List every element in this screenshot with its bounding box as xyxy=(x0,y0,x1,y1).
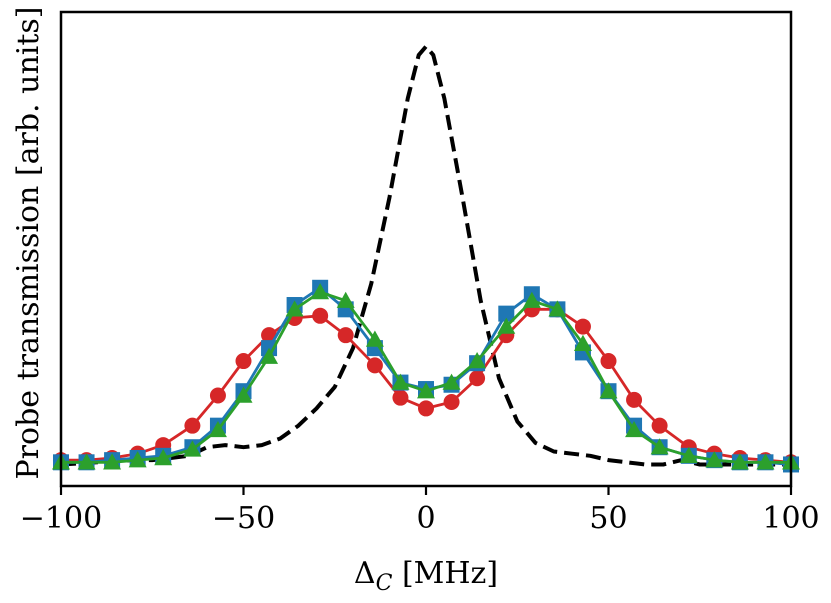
data-point xyxy=(417,382,435,399)
data-point xyxy=(366,357,383,374)
data-point xyxy=(312,307,329,324)
data-point xyxy=(626,391,643,408)
x-tick-label: −50 xyxy=(212,501,275,536)
data-point xyxy=(128,451,147,468)
data-point xyxy=(154,448,173,466)
data-point xyxy=(418,400,434,417)
plot-frame xyxy=(59,10,793,488)
data-point xyxy=(651,417,668,434)
data-point xyxy=(705,451,724,468)
data-point xyxy=(285,300,304,317)
data-point xyxy=(103,453,122,470)
data-point xyxy=(468,352,487,369)
tick-layer: −100 −50 0 50 100 xyxy=(20,486,820,536)
data-point xyxy=(77,453,96,470)
series-green-triangles xyxy=(52,283,800,470)
data-point xyxy=(208,420,227,438)
data-point xyxy=(469,370,486,387)
data-point xyxy=(497,317,516,334)
data-point xyxy=(365,330,384,347)
data-point xyxy=(391,373,410,390)
y-axis-label: Probe transmission [arb. units] xyxy=(11,6,46,479)
data-point xyxy=(184,417,201,434)
series-reference xyxy=(60,44,791,467)
data-point xyxy=(756,453,775,470)
x-tick-label: 0 xyxy=(416,501,435,536)
x-axis-label-sub: C xyxy=(376,571,393,596)
x-axis-label-main: Δ xyxy=(354,556,376,591)
series-line xyxy=(61,286,792,466)
data-point xyxy=(234,386,253,403)
data-point xyxy=(599,382,618,399)
data-point xyxy=(442,373,461,390)
data-point xyxy=(336,291,355,308)
data-point xyxy=(209,387,226,404)
data-point xyxy=(392,389,409,406)
data-point xyxy=(522,291,541,308)
series-line xyxy=(60,44,791,467)
data-point xyxy=(600,353,617,370)
data-point xyxy=(574,318,591,335)
data-point xyxy=(679,446,698,464)
x-tick-label: −100 xyxy=(20,501,102,536)
data-point xyxy=(235,353,252,370)
data-point xyxy=(183,440,202,457)
data-point xyxy=(443,393,460,410)
data-point xyxy=(548,300,567,317)
x-axis-label-unit: [MHz] xyxy=(392,556,498,591)
x-axis-label: ΔC [MHz] xyxy=(354,556,498,596)
series-layer xyxy=(52,44,800,473)
data-point xyxy=(650,438,669,455)
data-point xyxy=(573,334,592,351)
x-tick-label: 50 xyxy=(589,501,627,536)
data-point xyxy=(498,305,515,322)
data-point xyxy=(337,327,354,344)
data-point xyxy=(730,453,749,470)
data-point xyxy=(260,347,279,364)
series-line xyxy=(61,290,791,464)
data-point xyxy=(625,420,644,438)
data-point xyxy=(311,283,330,300)
x-tick-label: 100 xyxy=(762,501,819,536)
